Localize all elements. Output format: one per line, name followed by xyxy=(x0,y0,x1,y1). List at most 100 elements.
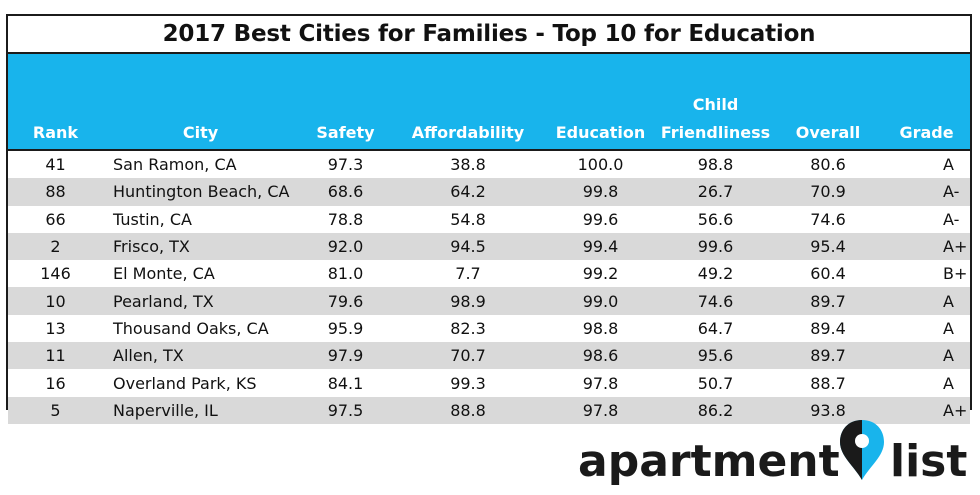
cell-grade: A xyxy=(943,318,954,338)
column-header-line: Affordability xyxy=(411,123,525,142)
column-header-child-friendliness: Child Friendliness xyxy=(658,54,773,151)
cell-safety: 84.1 xyxy=(327,373,364,393)
cell-rank: 16 xyxy=(45,373,66,393)
table-row: 2 Frisco, TX 92.0 94.5 99.4 99.6 95.4 A+ xyxy=(8,232,970,261)
column-header-line: Overall xyxy=(795,123,861,142)
column-header-line xyxy=(8,91,103,119)
cell-affordability: 64.2 xyxy=(393,178,543,206)
column-header-city: City xyxy=(103,54,298,151)
column-header-line: Child xyxy=(692,95,739,114)
cell-affordability: 38.8 xyxy=(450,155,486,175)
cell-rank: 146 xyxy=(40,264,71,284)
logo-text-list: list xyxy=(890,436,967,487)
table-row: 88 Huntington Beach, CA 68.6 64.2 99.8 26.7 70… xyxy=(8,178,970,206)
column-header-line: Friendliness xyxy=(660,123,771,142)
cell-rank: 66 xyxy=(45,209,66,229)
column-header-safety: Safety xyxy=(298,54,393,151)
cell-safety: 68.6 xyxy=(298,178,393,206)
cell-city: Overland Park, KS xyxy=(113,373,257,393)
column-header-line: Safety xyxy=(316,123,375,142)
cell-safety: 97.9 xyxy=(298,342,393,370)
apartment-list-logo: apartment list xyxy=(578,420,967,487)
column-header-line: City xyxy=(182,123,219,142)
cell-child-friendliness: 74.6 xyxy=(658,287,773,315)
cell-safety: 97.5 xyxy=(298,396,393,424)
table-row: 13 Thousand Oaks, CA 95.9 82.3 98.8 64.7 89.4 A xyxy=(8,315,970,342)
cell-city: Huntington Beach, CA xyxy=(103,178,298,206)
cell-safety: 92.0 xyxy=(298,232,393,261)
column-header-line: Education xyxy=(555,123,646,142)
cell-child-friendliness: 98.8 xyxy=(697,155,734,175)
cell-education: 99.6 xyxy=(582,209,619,229)
cell-rank: 5 xyxy=(8,396,103,424)
cell-child-friendliness: 26.7 xyxy=(658,178,773,206)
cell-rank: 41 xyxy=(45,155,66,175)
table-row: 66 Tustin, CA 78.8 54.8 99.6 56.6 74.6 A- xyxy=(8,206,970,233)
table-row: 11 Allen, TX 97.9 70.7 98.6 95.6 89.7 A xyxy=(8,342,970,370)
column-header-grade: Grade xyxy=(883,54,970,151)
cell-overall: 88.7 xyxy=(810,373,846,393)
cell-grade: B+ xyxy=(943,264,968,284)
table-frame: 2017 Best Cities for Families - Top 10 f… xyxy=(6,14,972,424)
cell-safety: 79.6 xyxy=(298,287,393,315)
cell-affordability: 99.3 xyxy=(450,373,486,393)
column-header-education: Education xyxy=(543,54,658,151)
table-row: 5 Naperville, IL 97.5 88.8 97.8 86.2 93.8 A+ xyxy=(8,396,970,424)
cell-city: Frisco, TX xyxy=(103,232,298,261)
cell-city: Allen, TX xyxy=(103,342,298,370)
cell-rank: 88 xyxy=(8,178,103,206)
cell-overall: 89.7 xyxy=(773,287,883,315)
column-header-line xyxy=(103,91,298,119)
cell-city: Naperville, IL xyxy=(103,396,298,424)
column-header-line: Rank xyxy=(32,123,79,142)
cell-rank: 10 xyxy=(8,287,103,315)
cell-education: 97.8 xyxy=(543,396,658,424)
cell-affordability: 98.9 xyxy=(393,287,543,315)
cell-education: 98.6 xyxy=(543,342,658,370)
cell-grade: A- xyxy=(883,178,970,206)
education-table: Rank City Safety Affordability Education… xyxy=(8,54,970,424)
cell-child-friendliness: 49.2 xyxy=(697,264,734,284)
logo-text-apartment: apartment xyxy=(578,436,840,487)
map-pin-icon xyxy=(840,420,884,480)
cell-overall: 70.9 xyxy=(773,178,883,206)
cell-safety: 78.8 xyxy=(327,209,364,229)
cell-grade: A xyxy=(883,342,970,370)
column-header-line: Grade xyxy=(899,123,954,142)
table-row: 16 Overland Park, KS 84.1 99.3 97.8 50.7 88.7 A xyxy=(8,369,970,396)
column-header-affordability: Affordability xyxy=(393,54,543,151)
cell-grade: A+ xyxy=(883,232,970,261)
cell-education: 99.2 xyxy=(582,264,619,284)
cell-safety: 95.9 xyxy=(327,318,364,338)
table-row: 146 El Monte, CA 81.0 7.7 99.2 49.2 60.4 B+ xyxy=(8,260,970,287)
table-body: 41 San Ramon, CA 97.3 38.8 100.0 98.8 80.6 A 88 H… xyxy=(8,150,970,424)
cell-child-friendliness: 95.6 xyxy=(658,342,773,370)
cell-grade: A xyxy=(883,287,970,315)
cell-education: 99.0 xyxy=(543,287,658,315)
cell-child-friendliness: 86.2 xyxy=(658,396,773,424)
cell-city: Pearland, TX xyxy=(103,287,298,315)
cell-overall: 80.6 xyxy=(810,155,846,175)
cell-child-friendliness: 99.6 xyxy=(658,232,773,261)
cell-overall: 89.7 xyxy=(773,342,883,370)
column-header-line xyxy=(298,91,393,119)
cell-grade: A- xyxy=(943,209,960,229)
cell-rank: 2 xyxy=(8,232,103,261)
cell-overall: 60.4 xyxy=(810,264,846,284)
header-row: Rank City Safety Affordability Education… xyxy=(8,54,970,151)
cell-city: Tustin, CA xyxy=(113,209,192,229)
cell-child-friendliness: 50.7 xyxy=(697,373,734,393)
cell-city: El Monte, CA xyxy=(113,264,215,284)
column-header-line xyxy=(393,91,543,119)
cell-education: 97.8 xyxy=(582,373,619,393)
table-row: 10 Pearland, TX 79.6 98.9 99.0 74.6 89.7 A xyxy=(8,287,970,315)
cell-education: 99.8 xyxy=(543,178,658,206)
table-title: 2017 Best Cities for Families - Top 10 f… xyxy=(8,16,970,54)
cell-affordability: 94.5 xyxy=(393,232,543,261)
cell-grade: A+ xyxy=(883,396,970,424)
cell-overall: 95.4 xyxy=(773,232,883,261)
cell-overall: 93.8 xyxy=(773,396,883,424)
column-header-overall: Overall xyxy=(773,54,883,151)
cell-city: San Ramon, CA xyxy=(113,155,237,175)
cell-affordability: 82.3 xyxy=(450,318,486,338)
